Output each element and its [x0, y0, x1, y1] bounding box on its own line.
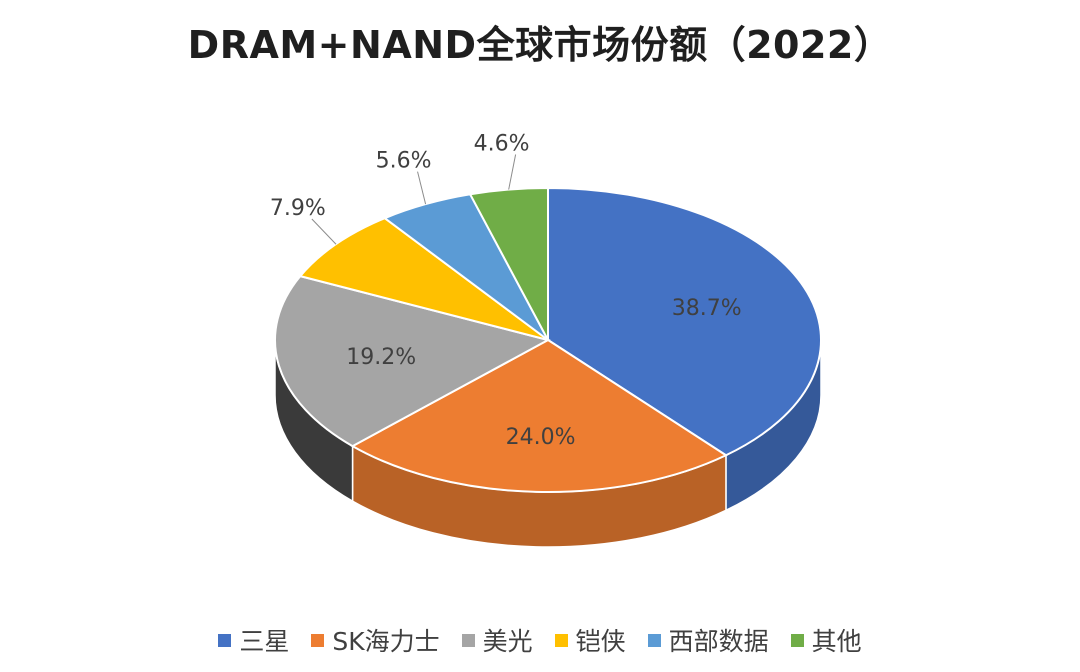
legend-swatch-2 [461, 633, 475, 647]
pie-data-label-5: 4.6% [474, 132, 530, 157]
legend: 三星 SK海力士 美光 铠侠 西部数据 其他 [0, 622, 1080, 658]
pie-top-layer [274, 186, 822, 493]
legend-item-3: 铠侠 [554, 622, 626, 658]
pie-leader-line-3 [311, 218, 337, 245]
pie-data-label-2: 19.2% [346, 345, 416, 370]
legend-label-4: 西部数据 [668, 627, 769, 656]
legend-item-1: SK海力士 [311, 622, 440, 658]
pie-slice-5 [468, 186, 549, 341]
pie-data-label-4: 5.6% [376, 149, 432, 174]
pie-leader-line-4 [417, 171, 427, 205]
legend-label-3: 铠侠 [575, 627, 626, 656]
legend-item-4: 西部数据 [647, 622, 769, 658]
pie-data-label-0: 38.7% [672, 296, 742, 321]
pie-slice-3 [298, 217, 549, 341]
pie-slice-1 [350, 338, 728, 493]
pie-slice-0 [547, 186, 822, 457]
pie-data-label-1: 24.0% [506, 425, 576, 450]
legend-item-2: 美光 [461, 622, 533, 658]
legend-label-0: 三星 [239, 627, 290, 656]
legend-item-5: 其他 [790, 622, 862, 658]
legend-swatch-0 [218, 633, 232, 647]
legend-swatch-3 [554, 633, 568, 647]
chart-title: DRAM+NAND全球市场份额（2022） [187, 23, 893, 67]
legend-swatch-5 [790, 633, 804, 647]
pie-slice-2 [274, 275, 551, 448]
legend-item-0: 三星 [218, 622, 289, 658]
legend-label-5: 其他 [811, 627, 862, 656]
legend-swatch-4 [647, 633, 661, 647]
pie-data-label-3: 7.9% [270, 196, 326, 221]
legend-swatch-1 [311, 633, 325, 647]
legend-label-2: 美光 [482, 627, 533, 656]
pie-data-labels: 38.7% 24.0% 19.2% 7.9% 5.6% 4.6% [270, 132, 742, 451]
legend-label-1: SK海力士 [332, 627, 440, 656]
pie-leader-line-5 [508, 154, 517, 190]
